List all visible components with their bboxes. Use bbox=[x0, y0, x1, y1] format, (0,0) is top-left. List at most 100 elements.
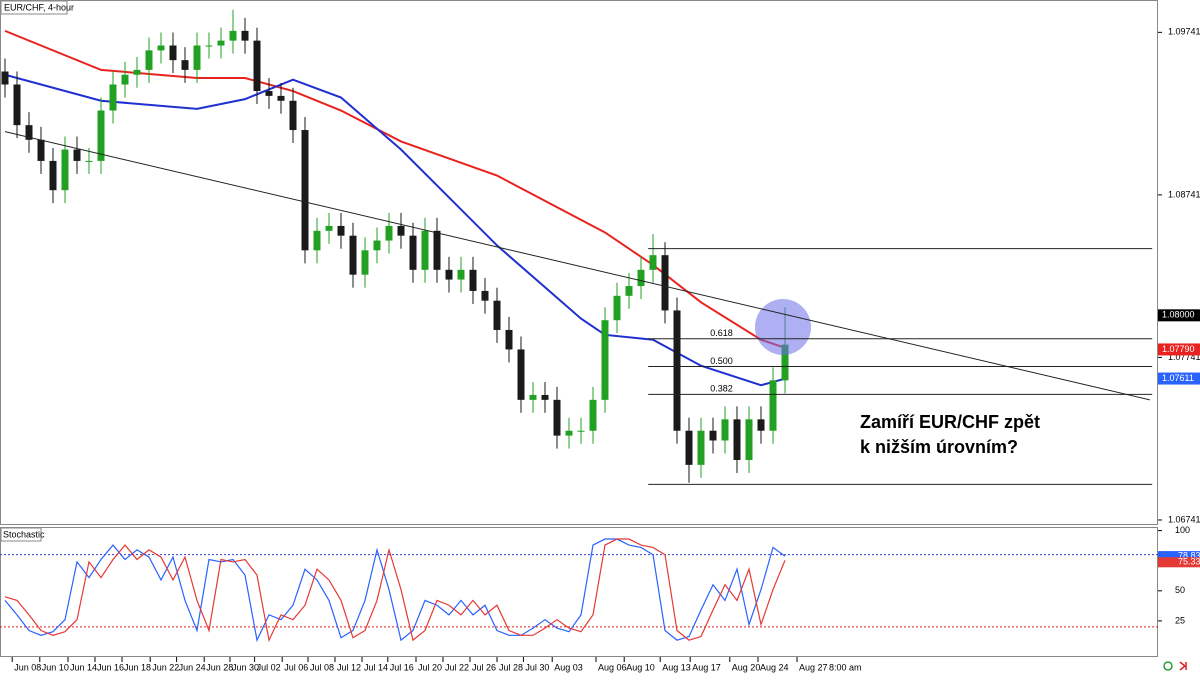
x-tick-label: Jun 14 bbox=[70, 662, 97, 672]
x-tick-label: Aug 03 bbox=[554, 662, 583, 672]
candle-body bbox=[169, 45, 177, 61]
candle-body bbox=[61, 149, 69, 191]
fib-label: 0.618 bbox=[710, 328, 733, 338]
candle-body bbox=[661, 255, 669, 311]
title-box bbox=[0, 527, 42, 542]
candle-body bbox=[253, 40, 261, 92]
candle-body bbox=[457, 269, 465, 280]
price-label-box bbox=[1158, 372, 1200, 385]
x-tick-label: Jul 12 bbox=[337, 662, 361, 672]
x-tick-label: Jun 10 bbox=[42, 662, 69, 672]
candle-body bbox=[157, 45, 165, 51]
candle-body bbox=[673, 310, 681, 431]
candle-body bbox=[637, 269, 645, 287]
x-tick-label: Jun 28 bbox=[206, 662, 233, 672]
candle-body bbox=[313, 230, 321, 251]
y-tick-label: 1.06741 bbox=[1168, 514, 1200, 524]
x-tick-label: Aug 17 bbox=[692, 662, 721, 672]
candle-body bbox=[745, 419, 753, 460]
candle-body bbox=[625, 286, 633, 296]
candle-body bbox=[361, 250, 369, 275]
candle-body bbox=[757, 419, 765, 431]
x-tick-label: Jul 22 bbox=[445, 662, 469, 672]
candle-body bbox=[709, 430, 717, 441]
y-tick-label: 1.07741 bbox=[1168, 352, 1200, 362]
moving-average bbox=[4, 73, 786, 387]
candle-body bbox=[517, 349, 525, 400]
x-tick-label: Jul 14 bbox=[364, 662, 388, 672]
candle-body bbox=[109, 84, 117, 111]
x-tick-label: Jul 30 bbox=[525, 662, 549, 672]
candle-body bbox=[373, 240, 381, 251]
y-tick-label: 50 bbox=[1175, 585, 1185, 595]
candle-body bbox=[241, 30, 249, 41]
icon[interactable] bbox=[1179, 661, 1187, 671]
candle-body bbox=[529, 394, 537, 400]
candle-body bbox=[721, 419, 729, 441]
candle-body bbox=[85, 160, 93, 162]
candle-body bbox=[577, 430, 585, 432]
candle-body bbox=[733, 419, 741, 460]
candle-body bbox=[37, 139, 45, 161]
candle-body bbox=[337, 225, 345, 236]
x-tick-label: Aug 13 bbox=[662, 662, 691, 672]
price-label: 1.07611 bbox=[1162, 373, 1194, 383]
stochastic-panel bbox=[0, 527, 1158, 657]
x-tick-label: Aug 20 bbox=[732, 662, 761, 672]
y-tick-label: 25 bbox=[1175, 615, 1185, 625]
price-label: 1.07790 bbox=[1162, 344, 1195, 354]
candle-body bbox=[265, 91, 273, 96]
candle-body bbox=[229, 30, 237, 41]
price-label-box bbox=[1158, 343, 1200, 356]
stochastic-line bbox=[4, 538, 786, 643]
x-tick-label: Aug 06 bbox=[598, 662, 627, 672]
value-label-box bbox=[1158, 551, 1200, 562]
x-tick-label: Jul 26 bbox=[472, 662, 496, 672]
x-tick-label: Jun 22 bbox=[152, 662, 179, 672]
candle-body bbox=[397, 225, 405, 236]
trendline bbox=[4, 131, 1150, 401]
candle-body bbox=[541, 394, 549, 400]
x-tick-label: Jul 06 bbox=[284, 662, 308, 672]
x-tick-label: Jul 16 bbox=[390, 662, 414, 672]
x-tick-label: Aug 27 bbox=[799, 662, 828, 672]
price-label-box bbox=[1158, 309, 1200, 322]
candle-body bbox=[145, 50, 153, 70]
candle-body bbox=[49, 160, 57, 191]
candle-body bbox=[445, 269, 453, 280]
highlight-circle bbox=[755, 299, 811, 355]
candle-body bbox=[1, 71, 9, 85]
candle-body bbox=[133, 69, 141, 75]
price-label: 1.08000 bbox=[1162, 310, 1195, 320]
fib-label: 0.500 bbox=[710, 356, 733, 366]
x-tick-label: Aug 10 bbox=[626, 662, 655, 672]
candle-body bbox=[193, 45, 201, 70]
value-label-box bbox=[1158, 557, 1200, 568]
candle-body bbox=[433, 230, 441, 270]
indicator-title: Stochastic bbox=[3, 529, 45, 539]
stochastic-line bbox=[4, 538, 786, 643]
corner-icons[interactable] bbox=[1163, 661, 1187, 671]
candle-body bbox=[505, 329, 513, 350]
candle-body bbox=[181, 60, 189, 70]
candle-body bbox=[697, 430, 705, 465]
x-tick-label: Jul 08 bbox=[310, 662, 334, 672]
title-box bbox=[0, 0, 68, 15]
candle-body bbox=[325, 225, 333, 231]
y-tick-label: 1.08741 bbox=[1168, 189, 1200, 199]
candle-body bbox=[493, 300, 501, 330]
candle-body bbox=[301, 130, 309, 251]
icon[interactable] bbox=[1163, 661, 1173, 671]
x-tick-label: Jun 30 bbox=[232, 662, 259, 672]
annotation: k nižším úrovním? bbox=[860, 437, 1018, 457]
candle-body bbox=[685, 430, 693, 465]
candle-body bbox=[553, 399, 561, 436]
candle-body bbox=[409, 235, 417, 270]
candle-body bbox=[589, 399, 597, 431]
x-tick-label: Aug 24 bbox=[760, 662, 789, 672]
candle-body bbox=[385, 225, 393, 241]
candle-body bbox=[469, 269, 477, 291]
chart-title: EUR/CHF, 4-hour bbox=[4, 2, 74, 12]
x-tick-label: Jun 16 bbox=[97, 662, 124, 672]
